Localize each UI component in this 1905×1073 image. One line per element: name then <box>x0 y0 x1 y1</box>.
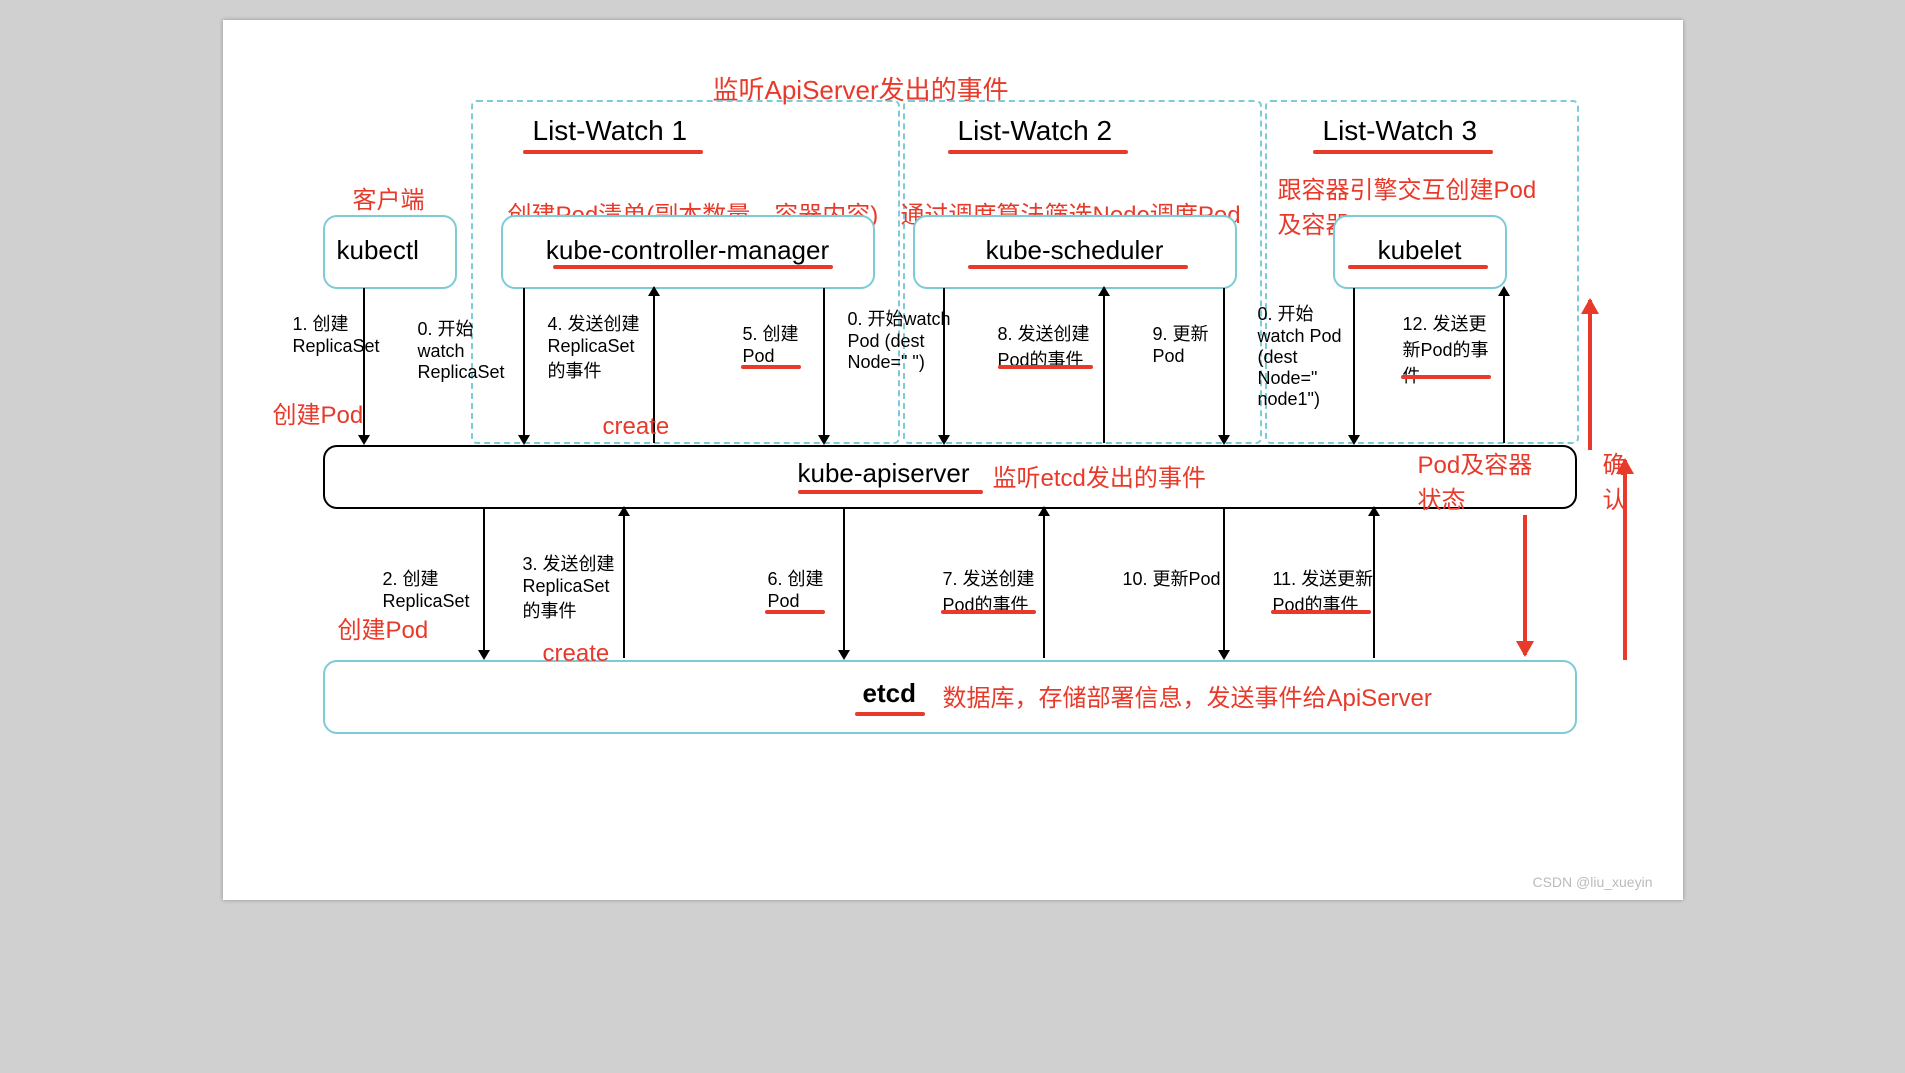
scheduler-label: kube-scheduler <box>915 217 1235 284</box>
etcd-label: etcd <box>863 678 916 709</box>
confirm-label: 确认 <box>1603 445 1643 515</box>
underline <box>765 610 825 614</box>
underline <box>941 610 1036 614</box>
red-arrow-up-1 <box>1588 300 1592 450</box>
group-3-label: List-Watch 3 <box>1323 115 1478 147</box>
arrow-7 <box>1043 508 1045 658</box>
underline <box>968 265 1188 269</box>
kubectl-box: kubectl <box>323 215 457 289</box>
step-0c: 0. 开始watch Pod (dest Node=" node1") <box>1258 300 1358 410</box>
underline <box>798 490 983 494</box>
kubectl-label: kubectl <box>325 217 455 284</box>
create-pod-bottom: 创建Pod <box>338 610 429 645</box>
step-2: 2. 创建ReplicaSet <box>383 565 483 612</box>
arrow-12 <box>1503 288 1505 443</box>
red-arrow-down <box>1523 515 1527 655</box>
diagram-page: 监听ApiServer发出的事件 List-Watch 1 List-Watch… <box>223 20 1683 900</box>
step-10: 10. 更新Pod <box>1123 565 1233 591</box>
kubelet-box: kubelet <box>1333 215 1507 289</box>
create-top: create <box>603 413 670 441</box>
step-5: 5. 创建Pod <box>743 320 823 367</box>
apiserver-label: kube-apiserver <box>798 458 970 489</box>
step-9: 9. 更新Pod <box>1153 320 1223 367</box>
group-1-label: List-Watch 1 <box>533 115 688 147</box>
step-6: 6. 创建Pod <box>768 565 848 612</box>
arrow-9 <box>1223 288 1225 443</box>
arrow-2 <box>483 508 485 658</box>
apiserver-note: 监听etcd发出的事件 <box>993 458 1206 493</box>
create-pod-top: 创建Pod <box>273 395 364 430</box>
arrow-0a <box>523 288 525 443</box>
step-0b: 0. 开始watch Pod (dest Node=" ") <box>848 305 953 373</box>
underline <box>1348 265 1488 269</box>
create-bottom: create <box>543 640 610 668</box>
scheduler-box: kube-scheduler <box>913 215 1237 289</box>
underline <box>1313 150 1493 154</box>
step-3: 3. 发送创建ReplicaSet的事件 <box>523 550 623 623</box>
step-4: 4. 发送创建ReplicaSet的事件 <box>548 310 648 383</box>
underline <box>1401 375 1491 379</box>
kubectl-note: 客户端 <box>353 180 425 215</box>
underline <box>855 712 925 716</box>
underline <box>948 150 1128 154</box>
etcd-note: 数据库，存储部署信息，发送事件给ApiServer <box>943 678 1432 713</box>
controller-box: kube-controller-manager <box>501 215 875 289</box>
arrow-3 <box>623 508 625 658</box>
underline <box>741 365 801 369</box>
watermark: CSDN @liu_xueyin <box>1532 874 1652 890</box>
group-2-label: List-Watch 2 <box>958 115 1113 147</box>
arrow-8 <box>1103 288 1105 443</box>
underline <box>523 150 703 154</box>
underline <box>1271 610 1371 614</box>
controller-label: kube-controller-manager <box>503 217 873 284</box>
step-0a: 0. 开始watch ReplicaSet <box>418 315 518 383</box>
pod-state-label: Pod及容器状态 <box>1418 445 1538 515</box>
kubelet-label: kubelet <box>1335 217 1505 284</box>
step-1: 1. 创建ReplicaSet <box>293 310 393 357</box>
underline <box>998 365 1093 369</box>
arrow-5 <box>823 288 825 443</box>
underline <box>553 265 833 269</box>
